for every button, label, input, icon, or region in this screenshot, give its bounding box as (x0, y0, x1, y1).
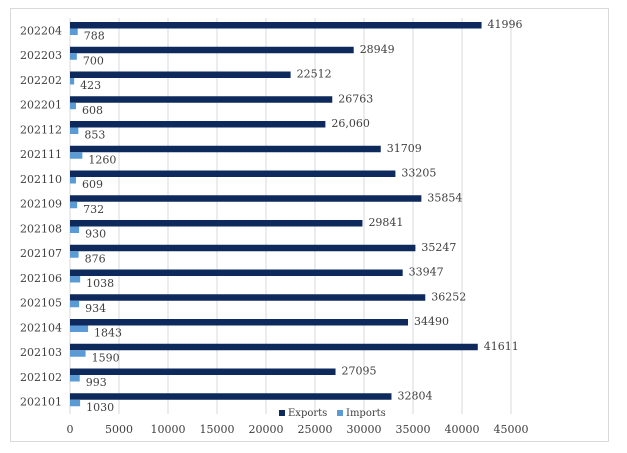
x-tick-label: 40000 (445, 423, 480, 436)
exports-bar (70, 319, 409, 326)
exports-data-label: 35247 (421, 241, 456, 254)
imports-bar (70, 350, 86, 357)
imports-data-label: 853 (84, 129, 105, 142)
exports-bar (70, 393, 392, 400)
exports-legend-label: Exports (288, 408, 327, 419)
x-tick-label: 5000 (105, 423, 133, 436)
y-tick-label: 202101 (20, 396, 62, 409)
y-tick-label: 202105 (20, 297, 62, 310)
x-tick-label: 25000 (298, 423, 333, 436)
imports-data-label: 732 (83, 203, 104, 216)
exports-bar (70, 195, 422, 202)
chart-frame: 0 5000 10000 15000 20000 25000 30000 35000 40000… (10, 8, 609, 442)
y-tick-label: 202203 (20, 49, 62, 62)
exports-data-label: 35854 (427, 191, 462, 204)
exports-bar (70, 22, 482, 29)
exports-bar (70, 343, 478, 351)
imports-bar (70, 177, 76, 184)
y-tick-label: 202104 (20, 321, 62, 334)
exports-data-label: 27095 (342, 365, 377, 378)
exports-bar (70, 220, 363, 227)
exports-bar (70, 170, 396, 177)
y-tick-label: 202109 (20, 198, 62, 211)
imports-bar (70, 28, 78, 35)
y-tick-label: 202103 (20, 346, 62, 359)
exports-data-label: 26,060 (331, 117, 370, 130)
imports-data-label: 1038 (86, 277, 114, 290)
imports-data-label: 1260 (88, 153, 116, 166)
y-tick-label: 202110 (20, 173, 62, 186)
y-tick-label: 202108 (20, 222, 62, 235)
exports-bar (70, 368, 336, 375)
imports-bar (70, 325, 89, 332)
imports-data-label: 700 (83, 54, 104, 67)
imports-data-label: 876 (85, 252, 106, 265)
imports-bar (70, 251, 79, 258)
exports-data-label: 33205 (401, 167, 436, 180)
imports-bar (70, 399, 81, 407)
exports-bar (70, 96, 333, 103)
x-tick-label: 0 (67, 423, 74, 436)
exports-bar (70, 121, 326, 128)
imports-bar (70, 102, 76, 110)
x-tick-label: 35000 (396, 423, 431, 436)
y-tick-label: 202111 (20, 148, 62, 161)
imports-data-label: 930 (85, 228, 106, 241)
exports-data-label: 41611 (484, 340, 519, 353)
y-tick-label: 202202 (20, 74, 62, 87)
y-tick-label: 202204 (20, 24, 62, 37)
y-tick-label: 202112 (20, 123, 62, 136)
y-tick-label: 202106 (20, 272, 62, 285)
imports-data-label: 609 (82, 178, 103, 191)
imports-bar (70, 78, 75, 85)
exports-bar (70, 269, 403, 276)
exports-data-label: 32804 (397, 389, 432, 402)
exports-data-label: 34490 (414, 315, 449, 328)
imports-data-label: 1590 (92, 351, 120, 364)
exports-bar (70, 46, 354, 54)
exports-data-label: 36252 (431, 290, 466, 303)
exports-data-label: 22512 (297, 68, 332, 81)
imports-bar (70, 127, 79, 134)
exports-bar (70, 294, 426, 301)
imports-data-label: 993 (86, 376, 107, 389)
exports-bar (70, 71, 291, 78)
imports-bar (70, 300, 80, 308)
imports-data-label: 1030 (86, 401, 114, 414)
exports-data-label: 26763 (338, 92, 373, 105)
x-tick-label: 45000 (494, 423, 529, 436)
exports-data-label: 28949 (360, 43, 395, 56)
imports-bar (70, 152, 83, 159)
imports-data-label: 1843 (94, 327, 122, 340)
y-tick-label: 202102 (20, 371, 62, 384)
imports-bar (70, 201, 78, 209)
x-tick-label: 20000 (249, 423, 284, 436)
imports-bar (70, 375, 80, 382)
y-tick-label: 202107 (20, 247, 62, 260)
bar-chart: 0 5000 10000 15000 20000 25000 30000 35000 40000… (20, 18, 529, 436)
imports-legend-swatch (337, 410, 343, 416)
exports-legend-swatch (279, 410, 285, 416)
x-tick-label: 15000 (200, 423, 235, 436)
x-tick-label: 10000 (151, 423, 186, 436)
exports-bar (70, 244, 416, 252)
exports-data-label: 33947 (409, 266, 444, 279)
imports-data-label: 788 (84, 30, 105, 43)
imports-legend-label: Imports (346, 408, 386, 419)
exports-data-label: 29841 (368, 216, 403, 229)
imports-data-label: 423 (80, 79, 101, 92)
imports-data-label: 934 (85, 302, 106, 315)
imports-bar (70, 53, 77, 60)
x-tick-label: 30000 (347, 423, 382, 436)
imports-bar (70, 276, 81, 283)
exports-data-label: 41996 (488, 18, 523, 31)
exports-bar (70, 145, 381, 153)
imports-data-label: 608 (82, 104, 103, 117)
y-tick-label: 202201 (20, 99, 62, 112)
exports-data-label: 31709 (387, 142, 422, 155)
imports-bar (70, 226, 80, 233)
